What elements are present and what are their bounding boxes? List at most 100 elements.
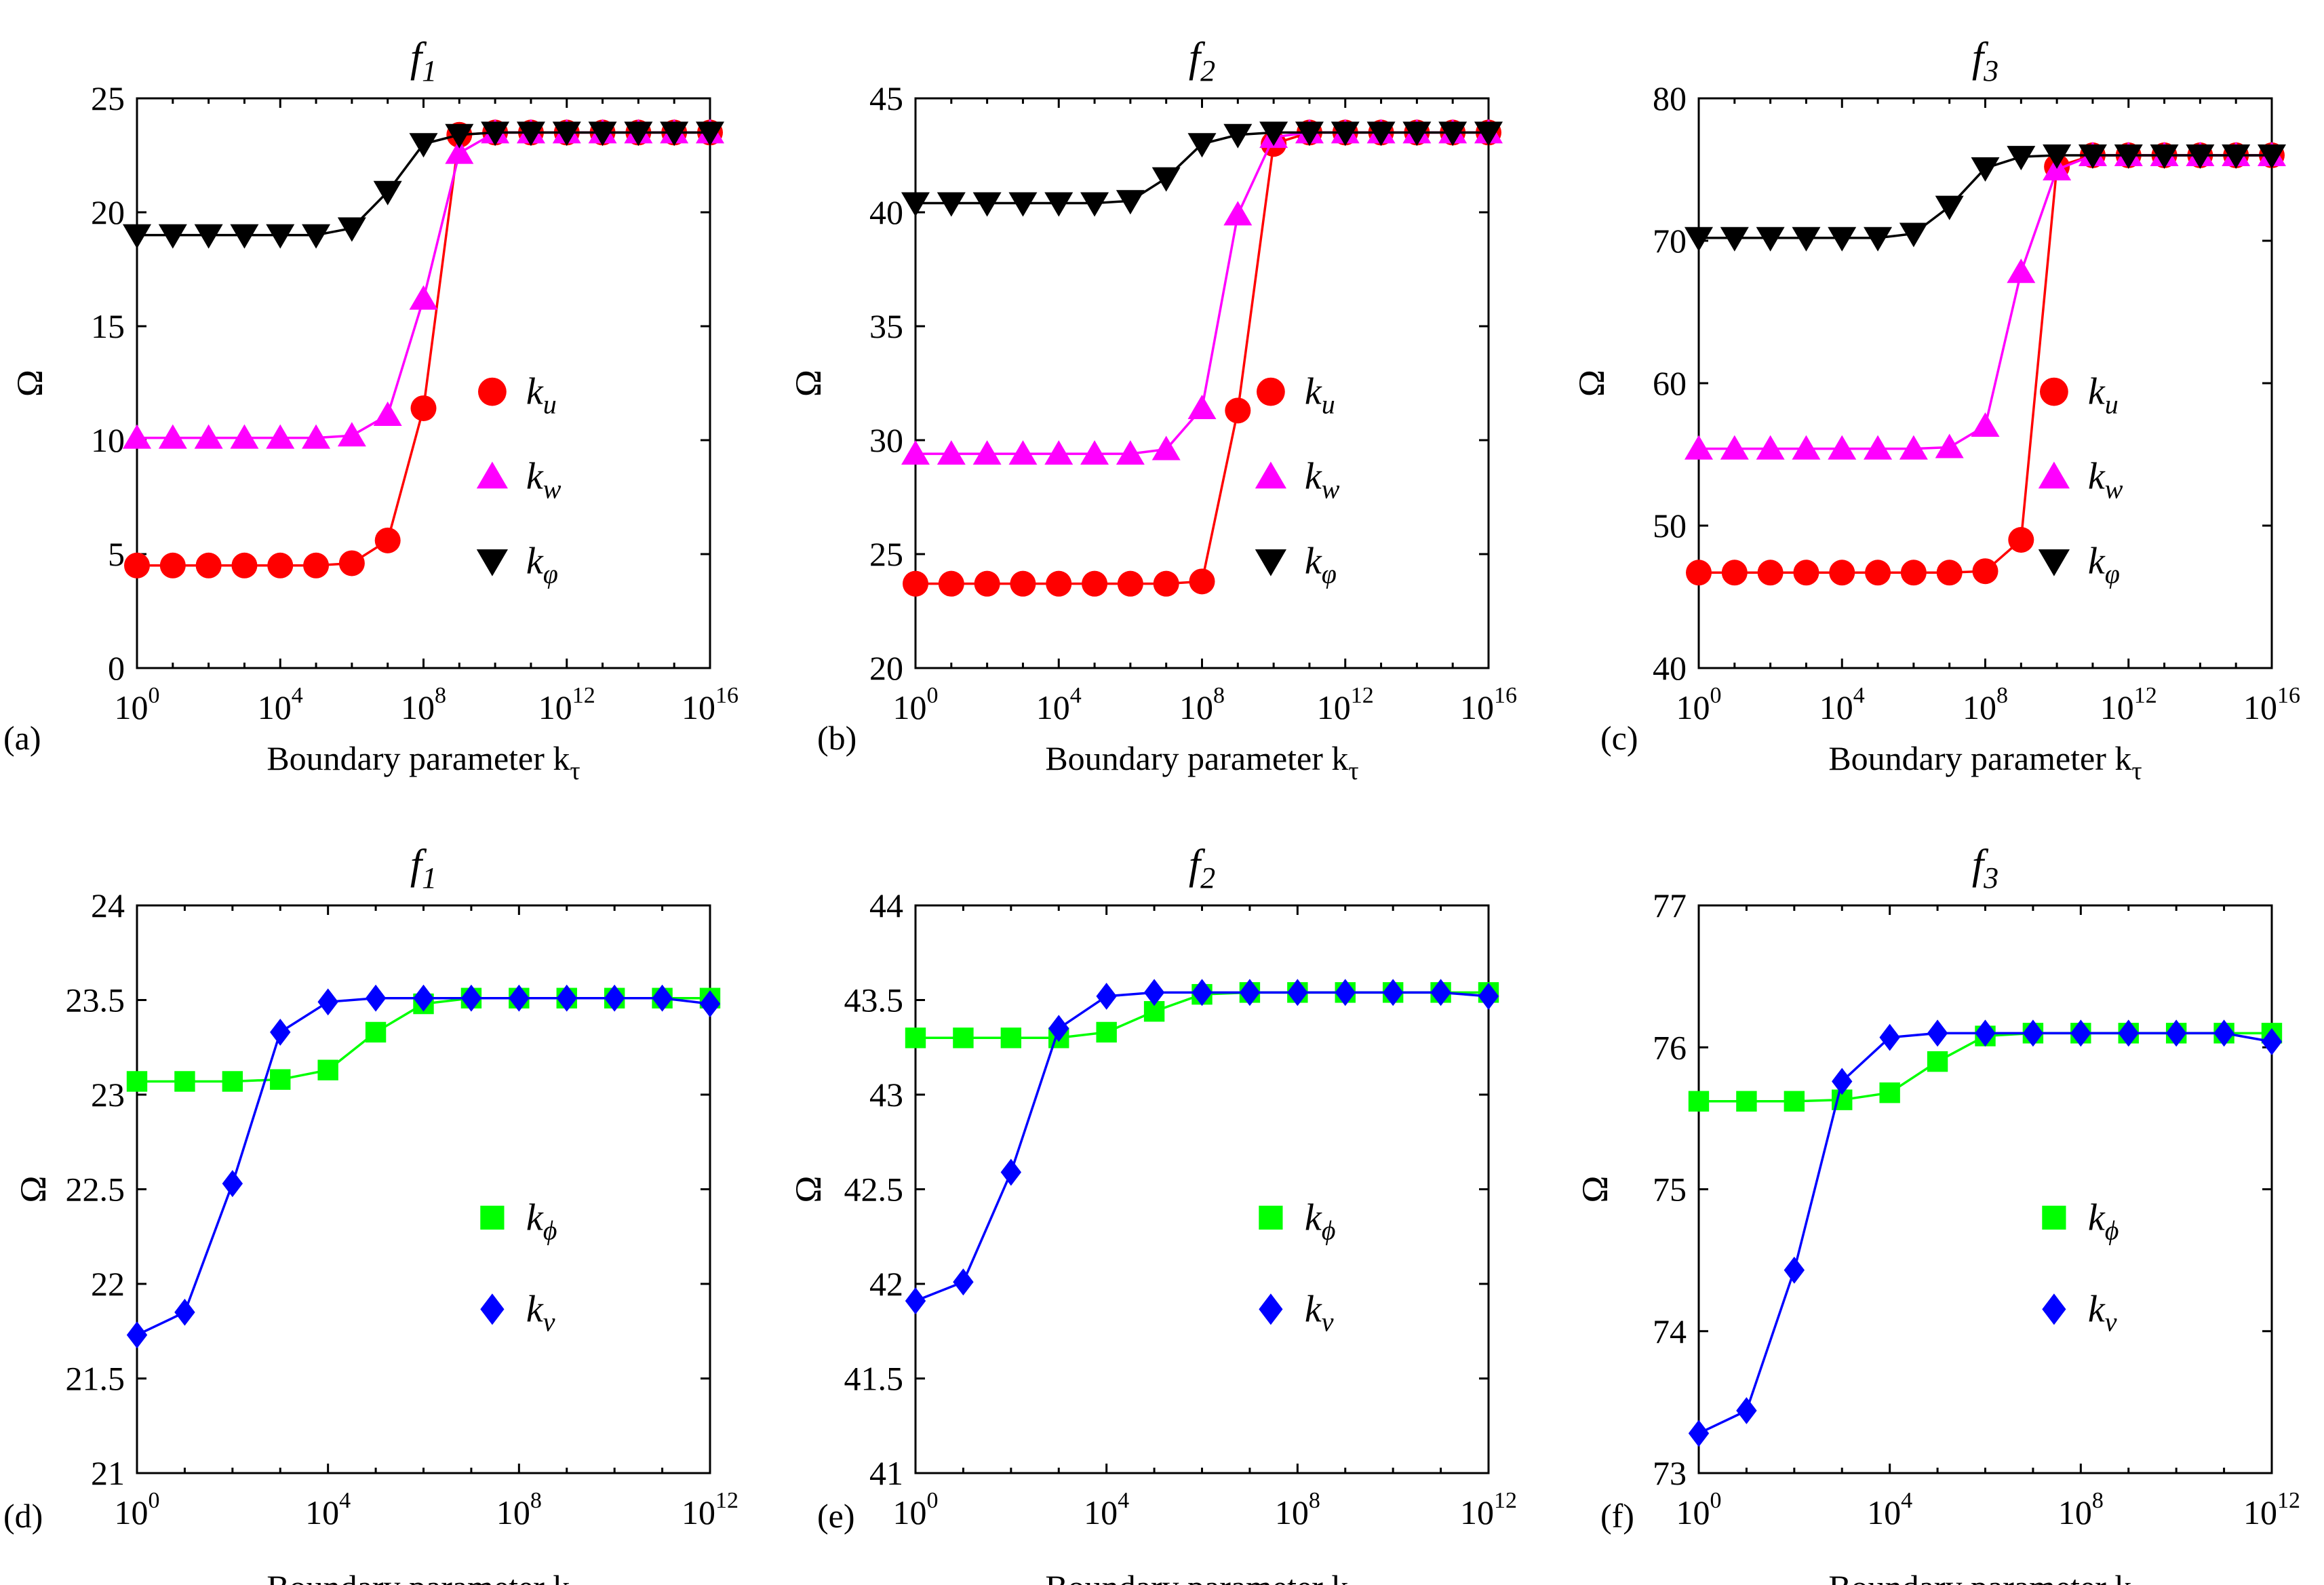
data-point bbox=[1793, 560, 1819, 586]
data-point bbox=[1046, 570, 1072, 597]
data-point bbox=[1686, 560, 1712, 586]
x-axis-label: Boundary parameter kτ bbox=[267, 1568, 580, 1585]
x-tick-label: 108 bbox=[401, 683, 446, 726]
data-point bbox=[302, 224, 331, 249]
y-tick-label: 40 bbox=[869, 193, 903, 231]
y-tick-label: 21.5 bbox=[66, 1360, 125, 1398]
y-tick-label: 75 bbox=[1653, 1171, 1687, 1209]
x-tick-exponent: 16 bbox=[2277, 683, 2300, 708]
x-tick-label: 1012 bbox=[682, 1488, 738, 1531]
x-tick-label: 108 bbox=[496, 1488, 542, 1531]
data-point bbox=[445, 123, 474, 149]
y-tick-label: 30 bbox=[869, 421, 903, 459]
data-point bbox=[126, 1321, 148, 1349]
data-point bbox=[374, 527, 401, 553]
panel-label: (f) bbox=[1600, 1497, 1634, 1535]
legend-marker-w bbox=[1255, 461, 1286, 489]
data-point bbox=[1191, 979, 1213, 1006]
data-point bbox=[1048, 1015, 1069, 1042]
y-tick-label: 70 bbox=[1653, 222, 1687, 260]
data-point bbox=[123, 424, 151, 449]
data-point bbox=[1189, 568, 1215, 595]
x-tick-label: 1016 bbox=[2243, 683, 2300, 726]
chart-panel-f: 100 104 108 1012 73 74 75 76 77 f3 Boundary parame… bbox=[1575, 842, 2300, 1585]
series-φ bbox=[901, 121, 1503, 217]
data-point bbox=[1096, 1021, 1117, 1043]
y-tick-label: 24 bbox=[91, 886, 125, 924]
y-tick-label: 20 bbox=[91, 193, 125, 231]
data-point bbox=[1478, 982, 1499, 1010]
data-point bbox=[1792, 227, 1821, 252]
plot-frame bbox=[1697, 904, 2273, 1474]
data-point bbox=[1899, 435, 1928, 460]
data-point bbox=[2114, 144, 2143, 169]
data-point bbox=[158, 424, 187, 449]
data-point bbox=[1080, 440, 1109, 465]
data-point bbox=[409, 285, 438, 310]
x-tick-exponent: 0 bbox=[927, 1488, 939, 1513]
data-point bbox=[624, 121, 653, 146]
data-point bbox=[1010, 570, 1036, 597]
legend-entry-name: k bbox=[526, 1196, 544, 1238]
legend-entry-sub: ϕ bbox=[543, 1215, 557, 1245]
series-line bbox=[137, 131, 710, 439]
x-tick-exponent: 0 bbox=[149, 683, 160, 708]
legend-entry-u: ku bbox=[2088, 371, 2119, 420]
legend-entry-sub: φ bbox=[543, 559, 558, 589]
y-tick-label: 77 bbox=[1653, 886, 1687, 924]
data-point bbox=[972, 440, 1002, 465]
legend-entry-name: k bbox=[526, 1288, 544, 1330]
data-point bbox=[158, 224, 187, 249]
x-tick-label: 100 bbox=[893, 1488, 939, 1531]
series-line bbox=[915, 131, 1489, 585]
data-point bbox=[267, 552, 294, 579]
data-point bbox=[1720, 435, 1749, 460]
data-point bbox=[338, 550, 365, 576]
y-tick-label: 43 bbox=[869, 1076, 903, 1114]
data-point bbox=[2213, 1019, 2234, 1047]
legend-entry-name: k bbox=[1305, 456, 1322, 498]
data-point bbox=[1187, 394, 1217, 419]
data-point bbox=[230, 424, 259, 449]
x-tick-exponent: 16 bbox=[715, 683, 738, 708]
data-point bbox=[974, 570, 1000, 597]
data-point bbox=[1899, 222, 1928, 248]
chart-panel-e: 10010410810124141.54242.54343.544f2Bound… bbox=[788, 842, 1517, 1585]
data-point bbox=[1972, 558, 1998, 585]
legend-entry-u: ku bbox=[526, 371, 557, 420]
x-tick-label: 1012 bbox=[1460, 1488, 1517, 1531]
x-tick-exponent: 12 bbox=[2134, 683, 2157, 708]
data-point bbox=[2186, 144, 2215, 169]
panel-label: (d) bbox=[3, 1497, 43, 1535]
legend-entry-sub: ϕ bbox=[1322, 1215, 1336, 1245]
legend-entry-sub: w bbox=[2105, 474, 2123, 505]
legend-marker-φ bbox=[2038, 549, 2070, 576]
data-point bbox=[1828, 435, 1857, 460]
panel-label: (b) bbox=[817, 719, 856, 757]
x-axis-label-text: Boundary parameter k bbox=[1828, 1568, 2131, 1585]
legend-marker-u bbox=[2040, 377, 2068, 406]
data-point bbox=[270, 1018, 291, 1046]
x-tick-exponent: 4 bbox=[292, 683, 303, 708]
x-axis-label: Boundary parameter kτ bbox=[1045, 739, 1358, 785]
y-tick-label: 45 bbox=[869, 79, 903, 117]
legend-entry-name: k bbox=[2088, 541, 2106, 583]
legend-entry-sub: ν bbox=[543, 1306, 555, 1337]
x-tick-label: 104 bbox=[1084, 1488, 1129, 1531]
x-axis-label: Boundary parameter kτ bbox=[1045, 1568, 1358, 1585]
data-point bbox=[1096, 982, 1117, 1010]
data-point bbox=[303, 552, 330, 579]
legend-entry-φ: kφ bbox=[2088, 541, 2120, 589]
legend-entry-φ: kφ bbox=[1305, 541, 1337, 589]
data-point bbox=[195, 552, 222, 579]
data-point bbox=[337, 217, 366, 242]
x-tick-exponent: 0 bbox=[1710, 683, 1722, 708]
legend-entry-ν: kν bbox=[1305, 1288, 1334, 1337]
x-tick-label: 1012 bbox=[2100, 683, 2157, 726]
x-tick-label: 100 bbox=[115, 1488, 160, 1531]
legend-entry-sub: u bbox=[2105, 389, 2119, 420]
legend-entry-ν: kν bbox=[2088, 1288, 2117, 1337]
x-tick-exponent: 12 bbox=[2277, 1488, 2300, 1513]
data-point bbox=[1935, 195, 1964, 220]
